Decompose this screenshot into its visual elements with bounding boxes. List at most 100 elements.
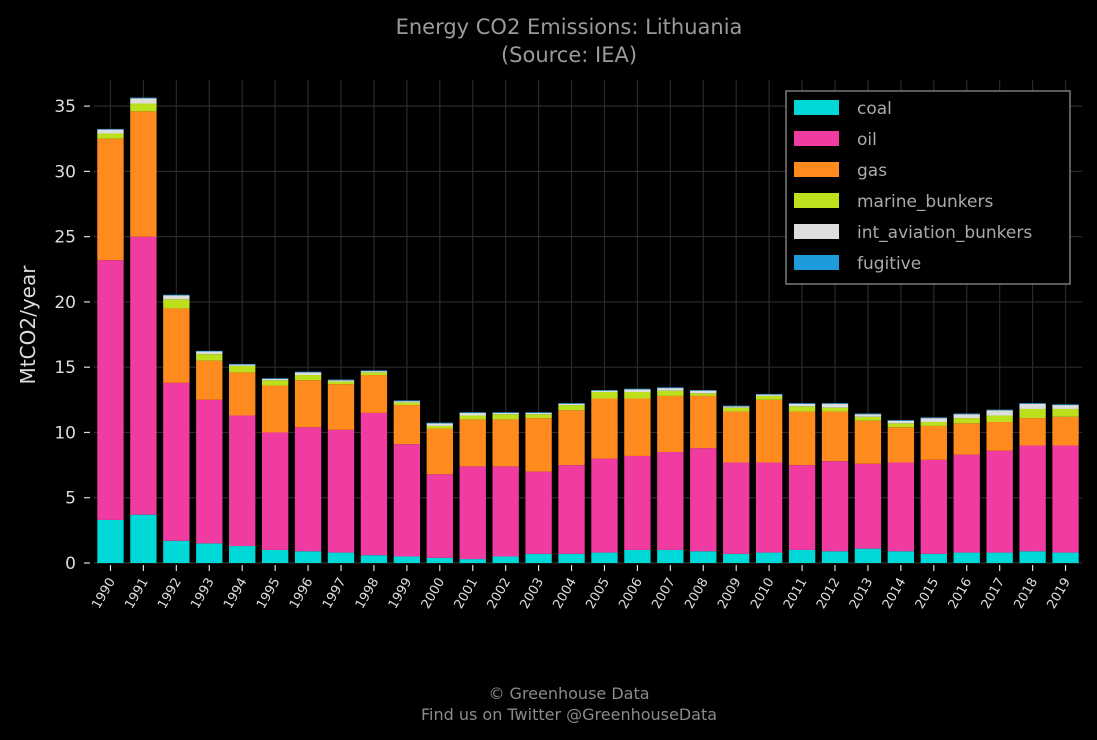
bar-int_aviation_bunkers-1998 <box>360 371 388 373</box>
bar-marine_bunkers-1998 <box>360 372 388 376</box>
legend-swatch-int_aviation_bunkers <box>794 224 839 239</box>
bar-fugitive-1998 <box>360 370 388 372</box>
bar-marine_bunkers-1997 <box>327 381 355 385</box>
x-tick-label: 2000 <box>419 576 449 612</box>
bar-marine_bunkers-1999 <box>393 402 421 406</box>
footer-copyright: © Greenhouse Data <box>488 684 649 703</box>
bar-marine_bunkers-2018 <box>1019 408 1046 419</box>
bar-fugitive-2014 <box>887 420 915 421</box>
x-tick-label: 1994 <box>221 576 251 612</box>
bar-int_aviation_bunkers-2007 <box>657 388 684 391</box>
bar-int_aviation_bunkers-2018 <box>1019 403 1046 409</box>
bar-coal-2007 <box>657 549 684 563</box>
bar-fugitive-2003 <box>525 412 552 413</box>
bar-int_aviation_bunkers-2016 <box>953 414 980 419</box>
bar-coal-2017 <box>986 552 1013 563</box>
legend-swatch-fugitive <box>794 255 839 270</box>
bar-fugitive-2004 <box>558 403 585 404</box>
y-tick-label: 25 <box>54 228 76 248</box>
bar-gas-1998 <box>360 375 388 413</box>
bar-int_aviation_bunkers-2009 <box>723 406 750 408</box>
bar-gas-2014 <box>887 427 915 463</box>
y-tick-label: 10 <box>54 423 76 443</box>
bar-marine_bunkers-2009 <box>723 407 750 412</box>
bar-gas-2017 <box>986 422 1013 451</box>
bar-gas-2016 <box>953 423 980 455</box>
y-tick-label: 0 <box>65 554 76 574</box>
bar-fugitive-2013 <box>854 413 882 415</box>
x-tick-label: 2006 <box>616 576 646 612</box>
x-tick-label: 2002 <box>485 576 515 612</box>
bar-int_aviation_bunkers-1992 <box>163 295 190 300</box>
bar-gas-1999 <box>393 405 421 445</box>
bar-oil-2000 <box>426 474 453 558</box>
bar-marine_bunkers-2001 <box>459 415 486 420</box>
bar-gas-1996 <box>294 380 322 428</box>
bar-gas-1994 <box>229 372 256 416</box>
x-tick-label: 1995 <box>254 576 284 612</box>
bar-fugitive-1992 <box>163 294 190 296</box>
bar-marine_bunkers-1992 <box>163 299 190 309</box>
bar-fugitive-1999 <box>393 400 421 402</box>
bar-fugitive-1991 <box>130 97 157 99</box>
bar-coal-1990 <box>97 519 124 563</box>
bar-oil-2004 <box>558 465 585 554</box>
x-tick-label: 1993 <box>188 576 218 612</box>
bar-marine_bunkers-2013 <box>854 416 882 421</box>
x-tick-label: 1992 <box>155 576 185 612</box>
legend-label-oil: oil <box>857 130 877 150</box>
bar-gas-2013 <box>854 420 882 464</box>
bar-fugitive-1990 <box>97 128 124 130</box>
bar-fugitive-2009 <box>723 405 750 407</box>
bar-coal-1996 <box>294 551 322 563</box>
bar-gas-2000 <box>426 428 453 475</box>
bar-fugitive-2015 <box>920 417 947 419</box>
bar-oil-2014 <box>887 462 915 552</box>
y-tick-label: 35 <box>54 97 76 117</box>
bar-oil-2008 <box>690 448 717 552</box>
bar-gas-2018 <box>1019 418 1046 446</box>
bar-int_aviation_bunkers-2008 <box>690 390 717 394</box>
bar-int_aviation_bunkers-1993 <box>196 351 223 355</box>
bar-marine_bunkers-1995 <box>261 380 289 386</box>
bar-coal-1999 <box>393 556 421 563</box>
bar-oil-2010 <box>755 462 783 553</box>
bar-fugitive-1994 <box>229 363 256 365</box>
bar-int_aviation_bunkers-1999 <box>393 401 421 403</box>
bar-int_aviation_bunkers-2012 <box>821 403 849 408</box>
chart-title: Energy CO2 Emissions: Lithuania <box>396 15 743 39</box>
x-tick-label: 2015 <box>913 576 943 612</box>
bar-oil-1990 <box>97 260 124 520</box>
bar-int_aviation_bunkers-2001 <box>459 412 486 416</box>
bar-fugitive-1995 <box>261 378 289 379</box>
x-tick-label: 2008 <box>682 576 712 612</box>
x-tick-label: 1990 <box>89 576 119 612</box>
footer-twitter: Find us on Twitter @GreenhouseData <box>421 705 717 724</box>
bar-gas-1997 <box>327 384 355 430</box>
bar-oil-2013 <box>854 463 882 549</box>
bar-marine_bunkers-2006 <box>624 391 651 399</box>
x-tick-label: 2014 <box>880 576 910 612</box>
x-axis-ticks: 1990 1991 1992 1993 1994 1995 1996 1997 1998 1999… <box>89 565 1074 612</box>
bar-coal-1992 <box>163 540 190 563</box>
bar-gas-1995 <box>261 385 289 433</box>
bar-oil-1995 <box>261 432 289 550</box>
bar-oil-1994 <box>229 415 256 547</box>
bar-marine_bunkers-2002 <box>492 414 519 420</box>
legend-swatch-marine_bunkers <box>794 193 839 208</box>
bar-oil-2006 <box>624 455 651 550</box>
bar-int_aviation_bunkers-2011 <box>788 403 816 407</box>
bar-gas-1992 <box>163 308 190 383</box>
bar-fugitive-2010 <box>755 393 783 395</box>
bar-oil-2003 <box>525 471 552 554</box>
bar-coal-2009 <box>723 553 750 563</box>
bar-oil-1992 <box>163 382 190 541</box>
y-tick-label: 5 <box>65 489 76 509</box>
bar-gas-2002 <box>492 419 519 467</box>
bar-gas-1990 <box>97 138 124 261</box>
bar-oil-1998 <box>360 412 388 556</box>
bar-coal-1995 <box>261 549 289 563</box>
bar-oil-2007 <box>657 452 684 550</box>
bar-coal-2008 <box>690 551 717 563</box>
